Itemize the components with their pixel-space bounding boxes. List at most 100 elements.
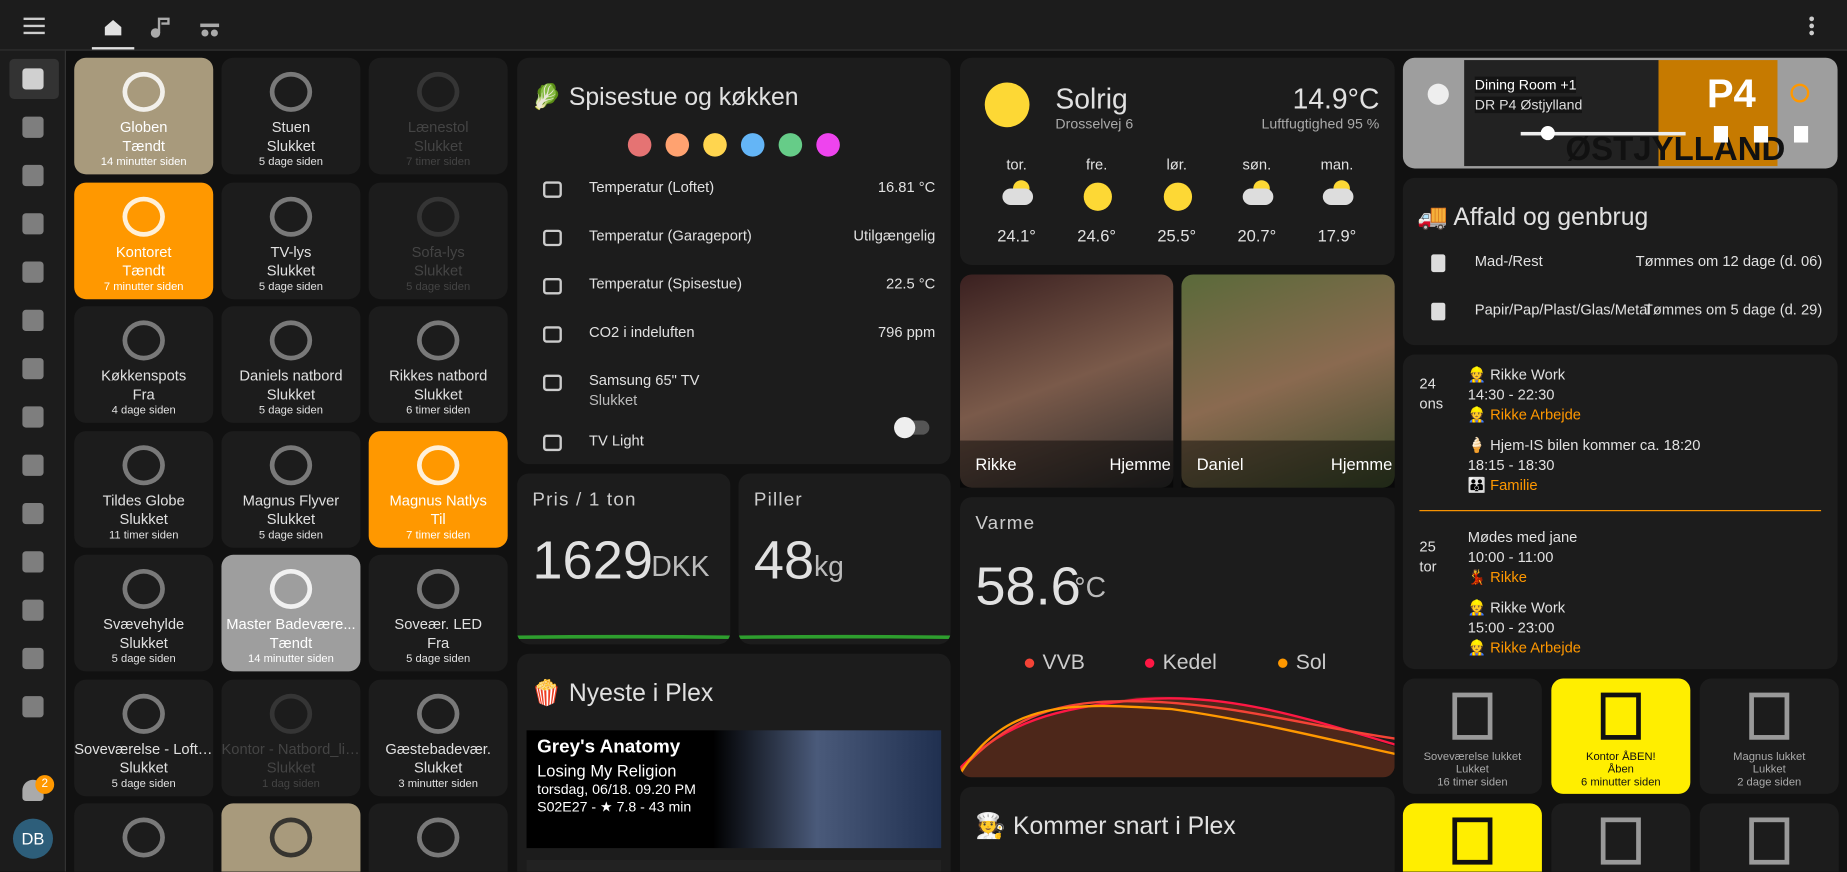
sidebar-item[interactable] [22,551,44,573]
light-tile[interactable]: Kontor - Natbord_light Slukket 1 dag siden [221,679,361,796]
door-name: Magnus lukket [1733,750,1806,764]
tile-time: 14 minutter siden [248,652,334,666]
sidebar-item[interactable] [22,647,44,670]
toggle[interactable] [894,416,930,439]
sidebar-item[interactable] [22,454,44,476]
light-tile[interactable]: Køkkenspots Fra 4 dage siden [74,306,214,423]
color-button[interactable] [778,133,803,157]
tab-music[interactable] [146,14,174,42]
tab-incognito[interactable] [196,14,224,42]
tile-icon [269,444,313,485]
tile-name: Daniels natbord [239,367,343,385]
tile-state: Slukket [119,759,168,776]
sidebar-item[interactable] [22,68,44,90]
event-time: 15:00 - 23:00 [1467,619,1555,637]
tile-name: Gæstebadevær. [385,740,491,757]
light-tile[interactable]: Soveværelse - Loftlys Slukket 5 dage siden [74,679,214,796]
door-tile[interactable] [1551,803,1691,872]
tile-state: Fra [427,634,450,652]
light-tile[interactable]: Lænestol Slukket 7 timer siden [368,57,508,175]
event-calendar: 👪 Familie [1467,477,1538,494]
menu-button[interactable] [21,16,47,35]
calendar-card: 24 ons 👷 Rikke Work 14:30 - 22:30 👷 Rikke Ar… [1402,354,1838,670]
person-bar: Rikke Hjemme [960,440,1174,488]
cal-day: 24 [1419,375,1436,393]
light-tile[interactable] [368,803,508,872]
door-tile[interactable]: Magnus lukket Lukket 2 dage siden [1699,678,1839,794]
tile-state: Slukket [119,634,168,652]
color-button[interactable] [703,133,727,157]
color-button[interactable] [665,133,690,157]
light-tile[interactable]: Rikkes natbord Slukket 6 timer siden [368,306,508,423]
logo-bottom: ØSTJYLLAND [1565,130,1786,168]
sidebar-item[interactable] [22,309,44,331]
color-button[interactable] [627,133,652,157]
plex-card: 🍿 Nyeste i Plex Grey's Anatomy Losing My R… [517,653,951,872]
tile-time: 7 minutter siden [103,279,184,293]
legend-dot [1278,658,1288,668]
light-tile[interactable] [221,803,361,872]
light-tile[interactable]: Gæstebadevær. Slukket 3 minutter siden [368,679,508,796]
plex-item[interactable]: Grey's Anatomy Losing My Religion torsdag,… [526,730,942,849]
person-name: Daniel [1196,454,1244,474]
light-tile[interactable]: Tildes Globe Slukket 11 timer siden [74,430,214,548]
row-icon [1431,254,1446,273]
door-tile[interactable]: Kontor ÅBEN! Åben 6 minutter siden [1551,678,1691,794]
tile-icon [416,444,460,485]
door-tile[interactable]: Soveværelse lukket Lukket 16 timer siden [1402,678,1542,794]
forecast-sun [1083,182,1112,211]
color-button[interactable] [816,133,840,157]
tile-state: Slukket [266,386,316,403]
event-title: 👷 Rikke Work [1467,599,1566,617]
media-control[interactable] [1713,126,1729,143]
sidebar-item[interactable] [22,406,44,428]
sidebar-item[interactable] [22,599,44,621]
power-button[interactable] [1790,83,1810,103]
light-tile[interactable]: Stuen Slukket 5 dage siden [221,57,361,175]
event-time: 10:00 - 11:00 [1467,548,1554,566]
light-tile[interactable]: Globen Tændt 14 minutter siden [74,57,214,175]
light-tile[interactable] [74,803,214,872]
media-control[interactable] [1753,126,1769,143]
door-tile[interactable] [1699,803,1839,872]
waste-card: 🚚 Affald og genbrug Mad-/Rest Tømmes om 12… [1402,177,1838,346]
tile-state: Slukket [266,262,316,279]
color-button[interactable] [740,133,765,157]
forecast-sun [1163,182,1193,211]
row-icon [543,326,562,343]
door-state: Lukket [1455,763,1489,777]
tab-home[interactable] [91,9,135,50]
light-tile[interactable]: Svævehylde Slukket 5 dage siden [74,554,214,672]
light-tile[interactable]: Master Badevære... Tændt 14 minutter siden [221,554,361,672]
person-card[interactable]: Daniel Hjemme [1181,274,1395,488]
sidebar-item[interactable] [22,502,44,525]
light-tile[interactable]: Magnus Flyver Slukket 5 dage siden [221,430,361,548]
door-time: 6 minutter siden [1581,776,1661,790]
light-tile[interactable]: Daniels natbord Slukket 5 dage siden [221,306,361,423]
sidebar-item[interactable] [22,164,44,187]
tile-time: 5 dage siden [406,652,471,666]
tile-icon [416,568,460,609]
progress-knob[interactable] [1540,126,1555,141]
person-state: Hjemme [1330,454,1393,474]
tile-time: 11 timer siden [108,528,179,542]
plex-info: S02E27 - ★ 7.8 - 43 min [537,798,692,816]
legend-dot [1024,658,1035,668]
sidebar-item[interactable] [22,358,44,380]
light-tile[interactable]: Sofa-lys Slukket 5 dage siden [368,181,508,299]
door-state: Lukket [1752,763,1786,777]
light-tile[interactable]: TV-lys Slukket 5 dage siden [221,181,361,299]
sidebar-item[interactable] [22,696,44,718]
light-tile[interactable]: Soveær. LED Fra 5 dage siden [368,554,508,672]
sidebar-item[interactable] [22,116,44,138]
media-control[interactable] [1793,126,1809,143]
sidebar-item[interactable] [22,261,44,283]
person-card[interactable]: Rikke Hjemme [960,274,1174,488]
light-tile[interactable]: Magnus Natlys Til 7 timer siden [368,430,508,548]
light-tile[interactable]: Kontoret Tændt 7 minutter siden [74,181,214,299]
door-tile[interactable] [1402,803,1542,872]
overflow-menu[interactable] [1806,14,1818,38]
sidebar-item[interactable] [22,213,44,235]
tile-name: Tildes Globe [102,491,185,509]
event-title: 🍦 Hjem-IS bilen kommer ca. 18:20 [1467,437,1701,454]
